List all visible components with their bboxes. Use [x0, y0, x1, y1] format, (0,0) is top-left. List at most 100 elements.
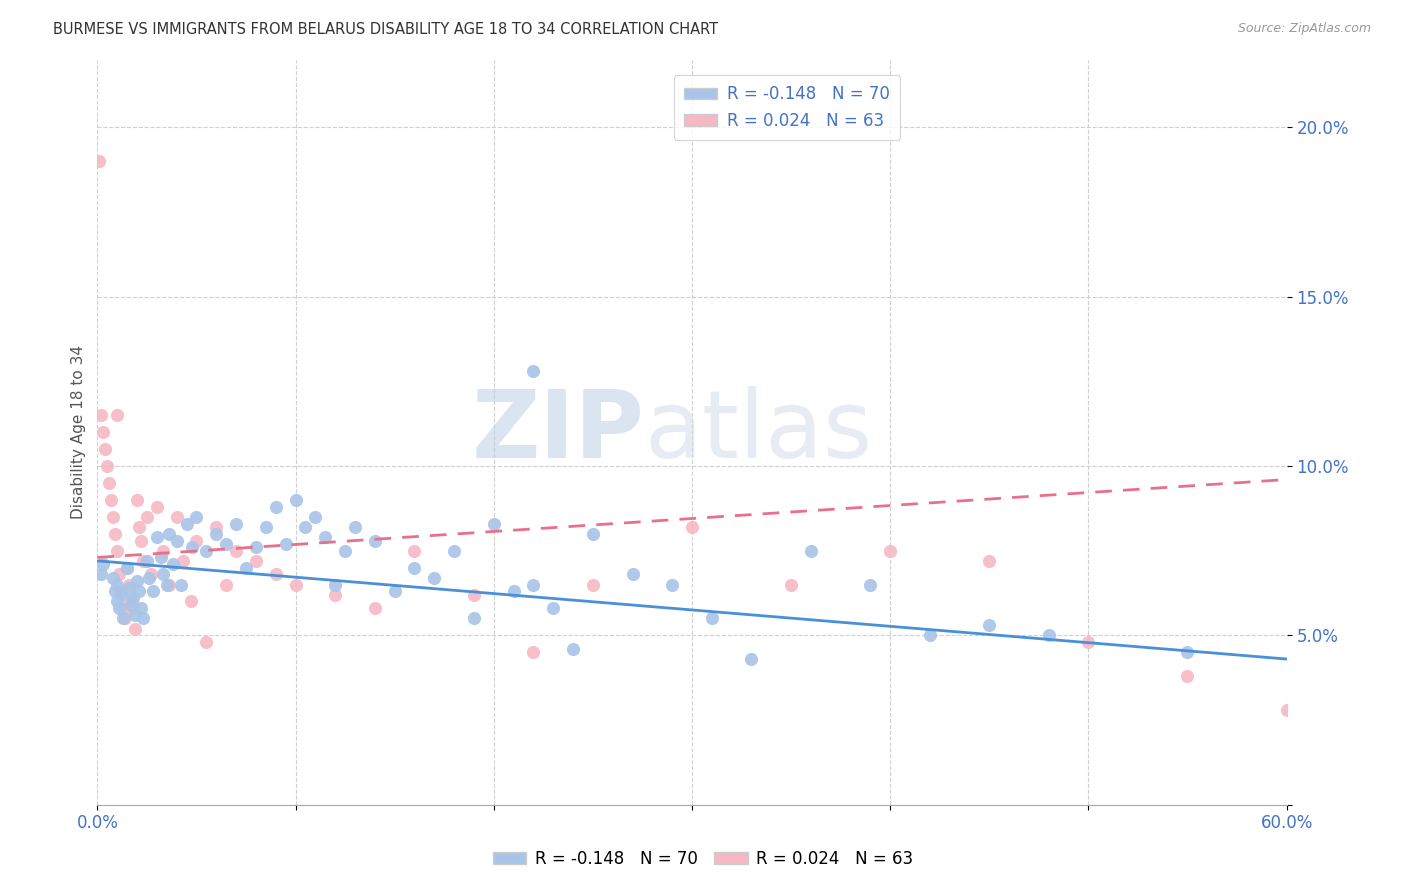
Point: [404, 560, 426, 574]
Point: [118, 577, 141, 591]
Point: [979, 618, 1001, 632]
Point: [132, 611, 155, 625]
Point: [423, 571, 446, 585]
Point: [294, 520, 316, 534]
Text: atlas: atlas: [644, 386, 873, 478]
Point: [91, 425, 114, 439]
Point: [918, 628, 941, 642]
Point: [125, 492, 148, 507]
Point: [157, 577, 180, 591]
Point: [522, 577, 544, 591]
Point: [129, 601, 152, 615]
Point: [661, 577, 683, 591]
Point: [166, 509, 188, 524]
Point: [264, 567, 287, 582]
Point: [118, 581, 141, 595]
Point: [284, 577, 307, 591]
Point: [384, 584, 406, 599]
Point: [186, 533, 208, 548]
Point: [364, 533, 387, 548]
Point: [122, 601, 145, 615]
Point: [115, 560, 138, 574]
Point: [879, 543, 901, 558]
Point: [146, 500, 169, 514]
Point: [179, 594, 201, 608]
Point: [149, 550, 172, 565]
Point: [176, 516, 198, 531]
Point: [215, 537, 238, 551]
Point: [135, 509, 157, 524]
Point: [108, 601, 131, 615]
Text: BURMESE VS IMMIGRANTS FROM BELARUS DISABILITY AGE 18 TO 34 CORRELATION CHART: BURMESE VS IMMIGRANTS FROM BELARUS DISAB…: [53, 22, 718, 37]
Point: [124, 622, 146, 636]
Point: [700, 611, 723, 625]
Point: [1077, 635, 1099, 649]
Point: [235, 560, 257, 574]
Point: [681, 520, 703, 534]
Point: [96, 458, 118, 473]
Point: [1038, 628, 1060, 642]
Point: [105, 594, 128, 608]
Point: [146, 530, 169, 544]
Legend: R = -0.148   N = 70, R = 0.024   N = 63: R = -0.148 N = 70, R = 0.024 N = 63: [673, 76, 900, 140]
Point: [122, 591, 145, 606]
Point: [582, 577, 605, 591]
Point: [1177, 645, 1199, 659]
Point: [181, 541, 204, 555]
Point: [502, 584, 524, 599]
Point: [108, 567, 131, 582]
Point: [142, 584, 165, 599]
Point: [1275, 703, 1298, 717]
Point: [364, 601, 387, 615]
Point: [186, 509, 208, 524]
Point: [156, 577, 179, 591]
Point: [562, 641, 585, 656]
Point: [128, 584, 150, 599]
Text: ZIP: ZIP: [471, 386, 644, 478]
Point: [205, 526, 228, 541]
Point: [443, 543, 465, 558]
Point: [245, 554, 267, 568]
Point: [124, 607, 146, 622]
Point: [859, 577, 882, 591]
Point: [344, 520, 367, 534]
Point: [104, 526, 127, 541]
Point: [120, 598, 142, 612]
Point: [166, 533, 188, 548]
Point: [100, 492, 122, 507]
Point: [284, 492, 307, 507]
Point: [979, 554, 1001, 568]
Point: [89, 154, 111, 169]
Point: [264, 500, 287, 514]
Point: [129, 533, 152, 548]
Point: [157, 526, 180, 541]
Point: [105, 408, 128, 422]
Point: [132, 554, 155, 568]
Point: [225, 516, 247, 531]
Point: [582, 526, 605, 541]
Point: [138, 571, 160, 585]
Point: [114, 611, 136, 625]
Point: [94, 442, 117, 456]
Point: [91, 558, 114, 572]
Point: [740, 652, 762, 666]
Point: [104, 584, 127, 599]
Point: [780, 577, 803, 591]
Point: [125, 574, 148, 589]
Point: [1177, 669, 1199, 683]
Point: [110, 584, 132, 599]
Y-axis label: Disability Age 18 to 34: Disability Age 18 to 34: [72, 345, 86, 519]
Point: [522, 645, 544, 659]
Point: [112, 611, 135, 625]
Point: [463, 588, 485, 602]
Point: [98, 475, 121, 490]
Point: [323, 588, 346, 602]
Point: [333, 543, 356, 558]
Legend: R = -0.148   N = 70, R = 0.024   N = 63: R = -0.148 N = 70, R = 0.024 N = 63: [486, 844, 920, 875]
Point: [304, 509, 326, 524]
Point: [541, 601, 564, 615]
Point: [152, 567, 174, 582]
Point: [482, 516, 505, 531]
Point: [172, 554, 194, 568]
Point: [120, 594, 142, 608]
